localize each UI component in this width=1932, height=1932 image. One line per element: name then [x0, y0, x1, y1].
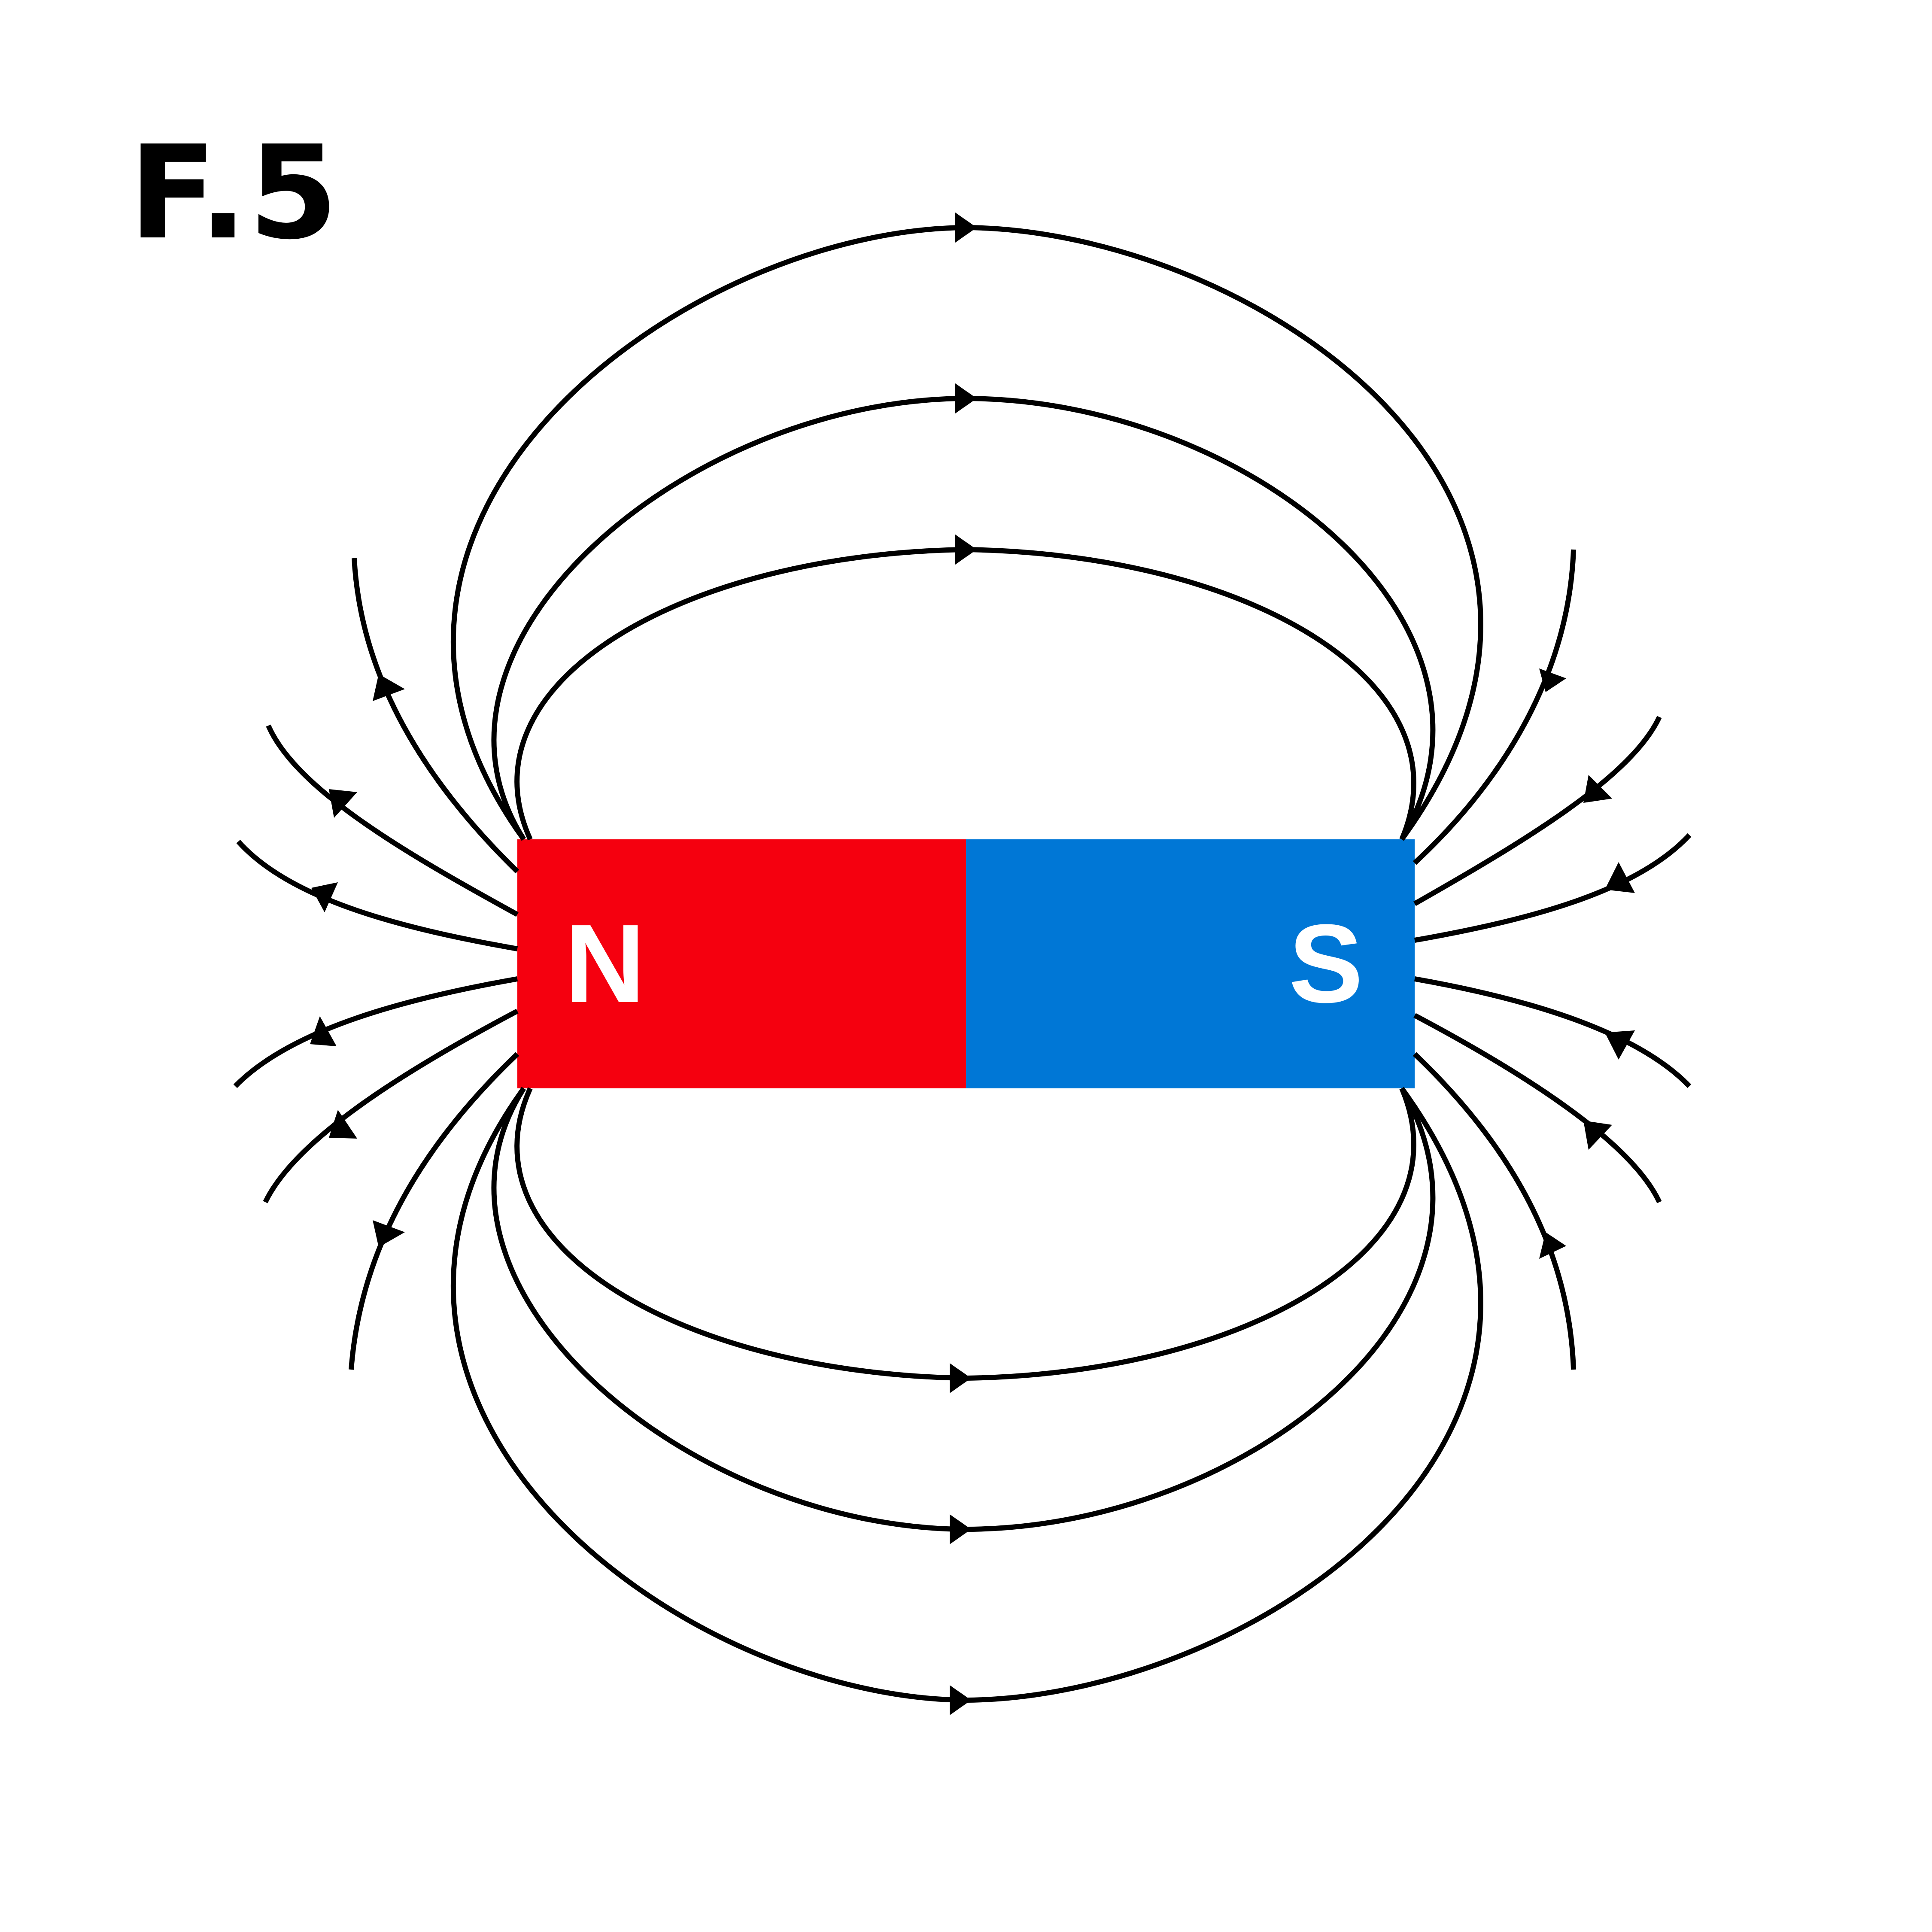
field-line-left-6 [349, 1052, 519, 1370]
arrow-left-5 [329, 1110, 357, 1139]
field-line-left-1 [352, 558, 519, 874]
arrow-right-4 [1605, 1030, 1635, 1060]
arrow-right-3 [1605, 862, 1635, 893]
arrow-loop-top-middle [955, 383, 977, 413]
south-pole-label: S [1288, 902, 1363, 1026]
north-pole-region: N [517, 839, 966, 1088]
arrow-right-5 [1583, 1121, 1612, 1150]
arrow-right-6 [1539, 1232, 1566, 1259]
field-line-right-1 [1413, 549, 1576, 865]
field-loop-bottom-inner [514, 1087, 1416, 1381]
arrow-loop-top-inner [955, 535, 977, 565]
field-line-right-5 [1413, 1013, 1662, 1203]
field-line-right-2 [1413, 716, 1662, 906]
field-line-right-4 [1414, 976, 1692, 1088]
magnet-north-half [517, 839, 966, 1088]
arrow-right-2 [1583, 775, 1612, 803]
magnet-south-half [966, 839, 1415, 1088]
field-line-left-3 [236, 840, 518, 951]
field-line-right-3 [1414, 833, 1692, 943]
arrow-left-3 [311, 882, 338, 912]
south-pole-region: S [966, 839, 1415, 1088]
arrow-left-6 [373, 1220, 405, 1247]
field-line-left-5 [263, 1009, 519, 1203]
field-loop-top-inner [514, 547, 1416, 841]
arrow-loop-bottom-outer [950, 1685, 971, 1715]
field-line-left-4 [233, 976, 518, 1088]
field-loop-top-middle [491, 395, 1436, 841]
arrow-left-1 [373, 674, 405, 701]
arrow-left-2 [329, 789, 357, 818]
field-line-right-6 [1413, 1052, 1576, 1370]
figure-label: F.5 [129, 118, 339, 268]
field-loop-bottom-middle [491, 1087, 1436, 1532]
arrow-left-4 [310, 1016, 337, 1046]
arrow-right-1 [1539, 668, 1566, 692]
arrow-loop-bottom-middle [950, 1514, 971, 1544]
north-pole-label: N [565, 902, 645, 1026]
arrow-loop-top-outer [955, 213, 977, 243]
arrow-loop-bottom-inner [950, 1363, 971, 1393]
field-line-left-2 [266, 724, 519, 917]
